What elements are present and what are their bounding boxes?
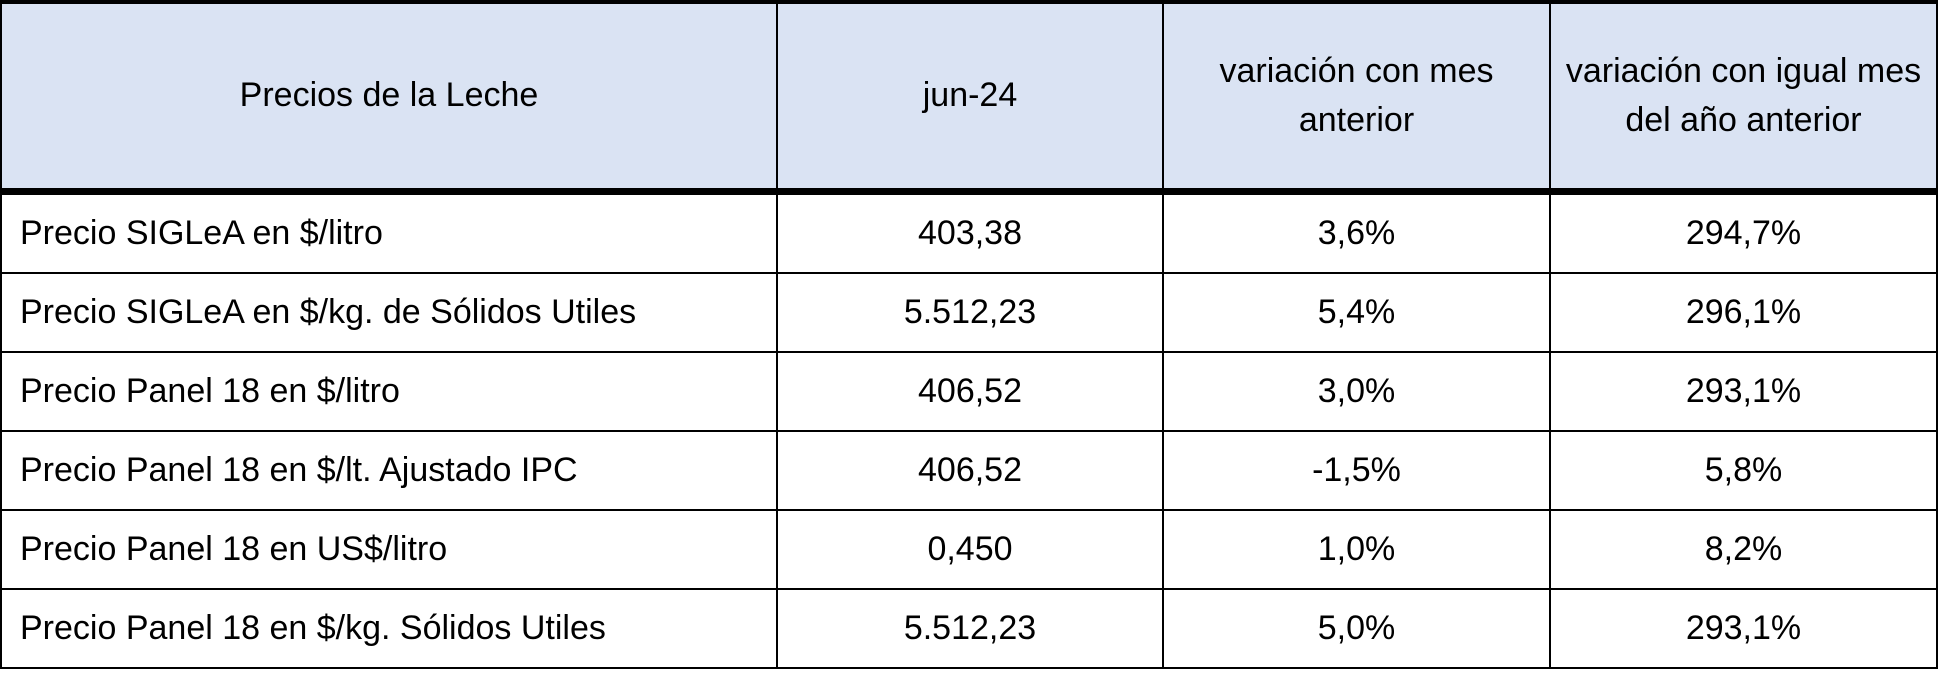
header-cell: variación con mes anterior <box>1162 0 1551 195</box>
cell: 5.512,23 <box>776 272 1164 353</box>
row-label: Precio Panel 18 en $/litro <box>0 351 778 432</box>
cell: -1,5% <box>1162 430 1551 511</box>
cell: 406,52 <box>776 430 1164 511</box>
table-row: Precio SIGLeA en $/litro 403,38 3,6% 294,7% <box>0 190 1938 274</box>
header-row: Precios de la Leche jun-24 variación con m… <box>0 0 1938 195</box>
table-row: Precio Panel 18 en $/lt. Ajustado IPC 406… <box>0 430 1938 511</box>
cell: 293,1% <box>1549 351 1938 432</box>
cell: 0,450 <box>776 509 1164 590</box>
header-cell: jun-24 <box>776 0 1164 195</box>
cell: 8,2% <box>1549 509 1938 590</box>
cell: 3,6% <box>1162 190 1551 274</box>
table-row: Precio Panel 18 en US$/litro 0,450 1,0% 8,2… <box>0 509 1938 590</box>
table-row: Precio Panel 18 en $/kg. Sólidos Utiles 5… <box>0 588 1938 669</box>
cell: 5,0% <box>1162 588 1551 669</box>
row-label: Precio Panel 18 en US$/litro <box>0 509 778 590</box>
cell: 403,38 <box>776 190 1164 274</box>
cell: 5,8% <box>1549 430 1938 511</box>
row-label: Precio SIGLeA en $/litro <box>0 190 778 274</box>
row-label: Precio SIGLeA en $/kg. de Sólidos Utiles <box>0 272 778 353</box>
cell: 293,1% <box>1549 588 1938 669</box>
cell: 406,52 <box>776 351 1164 432</box>
header-cell: Precios de la Leche <box>0 0 778 195</box>
cell: 3,0% <box>1162 351 1551 432</box>
row-label: Precio Panel 18 en $/lt. Ajustado IPC <box>0 430 778 511</box>
cell: 5,4% <box>1162 272 1551 353</box>
row-label: Precio Panel 18 en $/kg. Sólidos Utiles <box>0 588 778 669</box>
cell: 294,7% <box>1549 190 1938 274</box>
table-row: Precio SIGLeA en $/kg. de Sólidos Utiles… <box>0 272 1938 353</box>
cell: 1,0% <box>1162 509 1551 590</box>
cell: 296,1% <box>1549 272 1938 353</box>
header-cell: variación con igual mes del año anterior <box>1549 0 1938 195</box>
cell: 5.512,23 <box>776 588 1164 669</box>
table-row: Precio Panel 18 en $/litro 406,52 3,0% 293,… <box>0 351 1938 432</box>
